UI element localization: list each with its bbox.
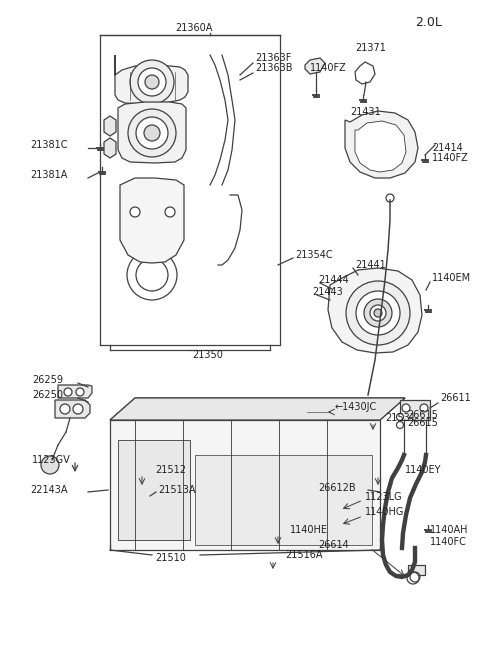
Polygon shape [118,102,186,163]
Polygon shape [58,385,92,398]
Text: 1123GV: 1123GV [32,455,71,465]
Text: 1140EY: 1140EY [405,465,442,475]
Circle shape [410,572,420,582]
Circle shape [145,75,159,89]
Circle shape [138,68,166,96]
Text: 21363B: 21363B [255,63,292,73]
Circle shape [356,291,400,335]
Polygon shape [115,55,188,104]
Text: 21510: 21510 [155,553,186,563]
Text: 21512: 21512 [155,465,186,475]
Circle shape [130,60,174,104]
Text: 21371: 21371 [355,43,386,53]
Text: 26614: 26614 [318,540,349,550]
Polygon shape [400,400,430,420]
Text: 1140AH: 1140AH [430,525,468,535]
Circle shape [364,299,392,327]
Text: 1140FZ: 1140FZ [432,153,469,163]
Circle shape [346,281,410,345]
Text: 1123LG: 1123LG [365,492,403,502]
Polygon shape [110,398,405,420]
Circle shape [396,422,404,428]
Text: 1140EM: 1140EM [432,273,471,283]
Text: ←1430JC: ←1430JC [335,402,377,412]
Circle shape [73,404,83,414]
Polygon shape [328,268,422,353]
Text: 21516A: 21516A [285,550,323,560]
Text: 21414: 21414 [432,143,463,153]
Circle shape [396,413,404,421]
Text: 1140HG: 1140HG [365,507,404,517]
Text: 21363F: 21363F [255,53,291,63]
Polygon shape [118,440,190,540]
Polygon shape [104,116,116,136]
Text: 21381C: 21381C [30,140,68,150]
Text: 26259: 26259 [32,375,63,385]
Circle shape [130,207,140,217]
Circle shape [41,456,59,474]
Circle shape [402,404,410,412]
Text: 26611: 26611 [440,393,471,403]
Circle shape [374,309,382,317]
Text: 21443: 21443 [312,287,343,297]
Text: 26250: 26250 [32,390,63,400]
Circle shape [128,109,176,157]
Text: 21354C: 21354C [295,250,333,260]
Polygon shape [195,455,372,545]
Polygon shape [305,58,325,74]
Circle shape [136,117,168,149]
Polygon shape [110,398,405,420]
Text: 21513A: 21513A [158,485,195,495]
Circle shape [64,388,72,396]
Text: 21444: 21444 [318,275,349,285]
Text: 1140HE: 1140HE [290,525,328,535]
Text: 26612B: 26612B [318,483,356,493]
Polygon shape [408,565,425,575]
Circle shape [370,305,386,321]
Text: 26615: 26615 [407,410,438,420]
Text: 21431: 21431 [350,107,381,117]
Polygon shape [55,400,90,418]
Circle shape [144,125,160,141]
Text: 2.0L: 2.0L [415,16,442,29]
Text: 26615: 26615 [407,418,438,428]
Text: 21441: 21441 [355,260,386,270]
Polygon shape [104,138,116,158]
Circle shape [165,207,175,217]
Text: 1140FZ: 1140FZ [310,63,347,73]
Text: 21381A: 21381A [30,170,67,180]
Text: 1140FC: 1140FC [430,537,467,547]
Polygon shape [355,121,406,172]
Text: 21531: 21531 [385,413,416,423]
Text: 21350: 21350 [192,350,223,360]
Polygon shape [120,178,184,263]
Circle shape [76,388,84,396]
Polygon shape [345,111,418,178]
Text: 22143A: 22143A [30,485,68,495]
Circle shape [420,404,428,412]
Polygon shape [110,420,380,550]
Circle shape [60,404,70,414]
Text: 21360A: 21360A [175,23,212,33]
